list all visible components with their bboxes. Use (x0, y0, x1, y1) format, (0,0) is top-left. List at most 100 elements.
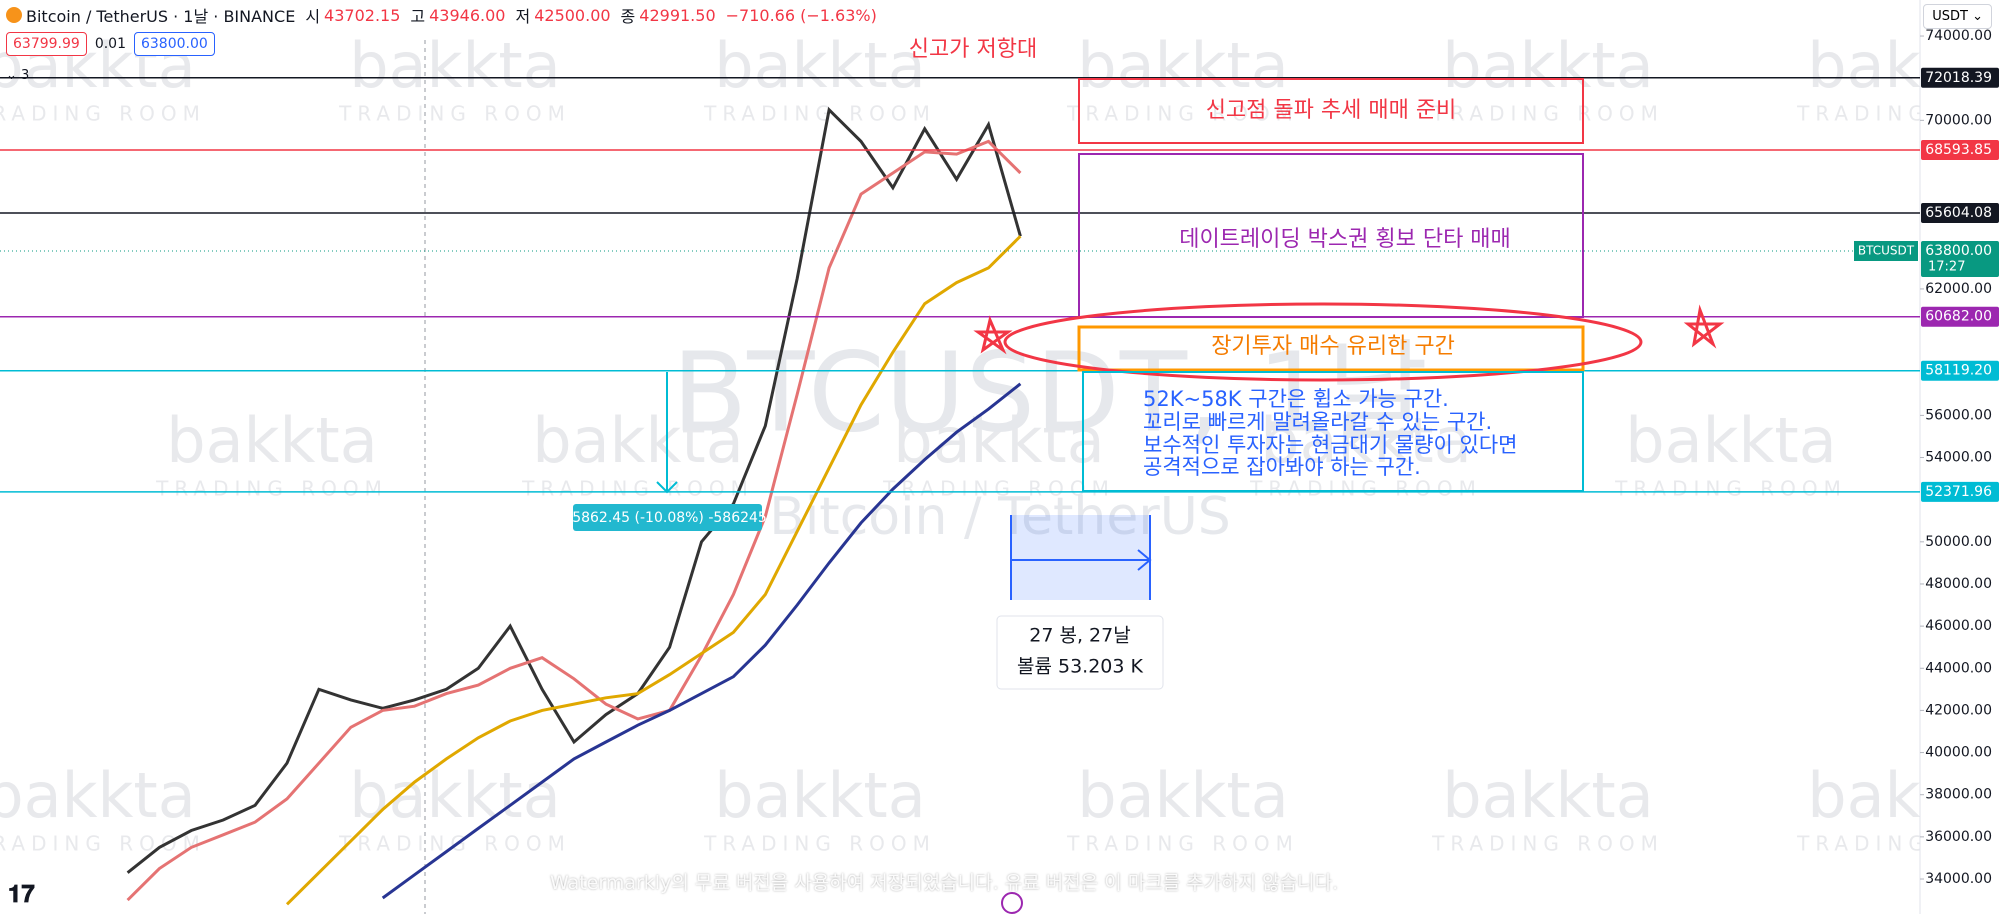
ohlc-open: 43702.15 (324, 5, 401, 25)
symbol-watermark: BTCUSDT, 1날 (672, 328, 1428, 456)
y-tick-label: 50000.00 (1925, 534, 1992, 550)
ohlc-low: 42500.00 (534, 5, 611, 25)
y-tick-label: 46000.00 (1925, 618, 1992, 634)
ohlc-low-label: 저 (515, 7, 531, 26)
ma-line (126, 106, 1022, 874)
watermark-sub: TRADING ROOM (338, 832, 571, 856)
ma-line (126, 139, 1022, 902)
watermark-sub: TRADING ROOM (521, 477, 754, 501)
watermark-sub: TRADING ROOM (882, 477, 1115, 501)
watermark-brand: bakkta (1807, 759, 2000, 832)
watermark-brand: bakkta (166, 404, 377, 477)
level-label: 65604.08 (1925, 205, 1992, 221)
star-mark (973, 315, 1013, 355)
watermark-brand: bakkta (714, 29, 925, 102)
buy-zone-box (1077, 325, 1585, 372)
ohlc-high: 43946.00 (429, 5, 506, 25)
buy-zone-note: 장기투자 매수 유리한 구간 (1211, 334, 1455, 359)
level-label-bg (1921, 360, 1999, 381)
watermark-sub: TRADING ROOM (155, 477, 388, 501)
watermark-brand: bakkta (1442, 29, 1653, 102)
y-tick-label: 36000.00 (1925, 829, 1992, 845)
watermark-sub: TRADING ROOM (703, 102, 936, 126)
symbol-watermark-sub: Bitcoin / TetherUS (769, 487, 1231, 547)
watermark-sub: TRADING ROOM (1431, 102, 1664, 126)
support-note: 보수적인 투자자는 현금대기 물량이 있다면 (1143, 433, 1517, 457)
spread: 0.01 (94, 36, 126, 52)
ohlc-high-label: 고 (410, 7, 426, 26)
symbol-logo (6, 7, 22, 23)
y-tick-label: 44000.00 (1925, 660, 1992, 676)
tv-logo: 𝟏𝟕 (8, 880, 35, 908)
symbol-name[interactable]: Bitcoin / TetherUS · 1날 · BINANCE (26, 7, 296, 26)
range-box (1078, 153, 1584, 318)
y-tick-label: 54000.00 (1925, 450, 1992, 466)
level-label: 72018.39 (1925, 70, 1992, 86)
watermark-sub: TRADING ROOM (1249, 477, 1482, 501)
watermark-sub: TRADING ROOM (1796, 832, 2000, 856)
y-tick-label: 42000.00 (1925, 702, 1992, 718)
measure-label-bg (573, 504, 762, 531)
watermark-sub: TRADING ROOM (0, 832, 206, 856)
current-symbol: BTCUSDT (1858, 243, 1915, 257)
trade-toolbar: 63799.99 0.01 63800.00 (6, 32, 215, 56)
y-tick-label: 70000.00 (1925, 112, 1992, 128)
watermark-sub: TRADING ROOM (703, 832, 936, 856)
watermark-sub: TRADING ROOM (0, 102, 206, 126)
watermark-brand: bakkta (1625, 404, 1836, 477)
symbol-header: Bitcoin / TetherUS · 1날 · BINANCE 시 43702… (6, 3, 877, 27)
y-tick-label: 34000.00 (1925, 871, 1992, 887)
watermark-sub: TRADING ROOM (1614, 477, 1847, 501)
watermark-brand: bakkta (1807, 29, 2000, 102)
watermark-brand: bakkta (714, 759, 925, 832)
support-notes: 52K~58K 구간은 휩소 가능 구간. 꼬리로 빠르게 말려올라갈 수 있는… (1143, 387, 1517, 479)
star-mark (1683, 304, 1725, 349)
event-icon[interactable] (1001, 892, 1023, 914)
watermark-brand: bakkta (1442, 759, 1653, 832)
watermark-sub: TRADING ROOM (338, 102, 571, 126)
level-label-bg (1921, 139, 1999, 160)
range-tooltip (996, 615, 1164, 690)
ohlc-close-label: 종 (620, 7, 636, 26)
watermark-sub: TRADING ROOM (1066, 832, 1299, 856)
breakout-box (1078, 78, 1584, 144)
support-note: 꼬리로 빠르게 말려올라갈 수 있는 구간. (1143, 410, 1492, 434)
indicator-toggle[interactable]: ⌄ 3 (6, 68, 30, 83)
ohlc-close: 42991.50 (639, 5, 716, 25)
y-tick-label: 38000.00 (1925, 787, 1992, 803)
watermark-brand: bakkta (0, 759, 196, 832)
ma-line (381, 382, 1022, 900)
currency: USDT (1932, 9, 1968, 24)
currency-select[interactable]: USDT ⌄ (1923, 4, 1992, 29)
watermark-brand: bakkta (532, 404, 743, 477)
level-label-bg (1921, 202, 1999, 223)
y-tick-label: 40000.00 (1925, 745, 1992, 761)
resistance-note: 신고가 저항대 (909, 37, 1037, 62)
indicator-count: 3 (21, 68, 30, 83)
watermark-sub: TRADING ROOM (1066, 102, 1299, 126)
buy-button[interactable]: 63800.00 (133, 32, 215, 56)
current-price: 63800.00 (1925, 243, 1992, 259)
breakout-note: 신고점 돌파 추세 매매 준비 (1206, 98, 1457, 123)
export-watermark: Watermarkly의 무료 버전을 사용하여 저장되었습니다. 유료 버전은… (550, 872, 1339, 894)
watermark-brand: bakkta (349, 759, 560, 832)
y-tick-label: 48000.00 (1925, 576, 1992, 592)
support-note: 공격적으로 잡아봐야 하는 구간. (1143, 455, 1421, 479)
ma-line (285, 235, 1022, 906)
price-change: −710.66 (−1.63%) (725, 5, 877, 25)
y-tick-label: 62000.00 (1925, 281, 1992, 297)
range-bars: 27 봉, 27날 (1029, 625, 1130, 647)
date-range-arrowhead (1137, 549, 1152, 571)
level-label: 58119.20 (1925, 363, 1992, 379)
ohlc-open-label: 시 (305, 7, 321, 26)
sell-button[interactable]: 63799.99 (6, 32, 87, 56)
watermark-brand: bakkta (349, 29, 560, 102)
watermark-brand: bakkta (1077, 759, 1288, 832)
measure-label: -5862.45 (-10.08%) -586245 (567, 510, 767, 526)
watermark-sub: TRADING ROOM (1796, 102, 2000, 126)
support-box (1082, 371, 1584, 492)
level-label: 60682.00 (1925, 309, 1992, 325)
